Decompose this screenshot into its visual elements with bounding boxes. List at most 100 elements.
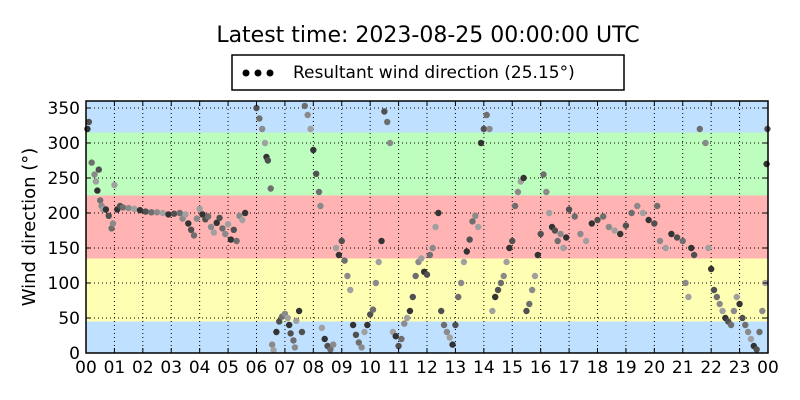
data-point bbox=[742, 321, 749, 329]
data-point bbox=[176, 209, 183, 217]
data-point bbox=[284, 314, 291, 322]
x-tick-label: 12 bbox=[416, 358, 438, 378]
x-tick-label: 08 bbox=[303, 358, 325, 378]
y-axis-label: Wind direction (°) bbox=[19, 148, 40, 307]
data-point bbox=[710, 286, 718, 294]
data-point bbox=[435, 209, 442, 217]
data-point bbox=[563, 234, 570, 241]
x-tick-label: 22 bbox=[700, 358, 722, 378]
data-point bbox=[142, 208, 149, 215]
data-point bbox=[713, 293, 721, 301]
legend-marker-2 bbox=[254, 69, 262, 77]
data-point bbox=[253, 104, 260, 112]
data-point bbox=[125, 204, 132, 212]
x-tick-label: 19 bbox=[615, 358, 637, 378]
x-tick-label: 07 bbox=[274, 358, 296, 378]
data-point bbox=[384, 118, 391, 126]
data-point bbox=[136, 207, 144, 214]
data-point bbox=[747, 335, 755, 343]
data-point bbox=[551, 227, 559, 234]
data-point bbox=[335, 251, 343, 259]
x-tick-label: 00 bbox=[757, 358, 779, 378]
data-point bbox=[233, 237, 240, 245]
data-point bbox=[261, 139, 269, 147]
data-point bbox=[617, 230, 624, 238]
data-point bbox=[317, 202, 324, 210]
data-point bbox=[204, 213, 212, 220]
data-point bbox=[543, 188, 550, 196]
data-point bbox=[639, 209, 647, 217]
data-point bbox=[523, 307, 530, 315]
data-point bbox=[489, 307, 496, 315]
data-point bbox=[213, 219, 220, 226]
data-point bbox=[321, 335, 328, 343]
data-point bbox=[349, 321, 357, 329]
data-point bbox=[702, 139, 709, 147]
data-point bbox=[744, 328, 752, 336]
data-point bbox=[727, 321, 735, 329]
data-point bbox=[528, 286, 536, 294]
data-point bbox=[662, 244, 669, 252]
x-tick-label: 06 bbox=[246, 358, 268, 378]
data-point bbox=[301, 102, 309, 110]
data-point bbox=[622, 222, 630, 229]
data-point bbox=[210, 229, 218, 236]
data-point bbox=[477, 139, 485, 147]
data-point bbox=[452, 321, 459, 329]
data-point bbox=[682, 279, 689, 287]
data-point bbox=[392, 333, 399, 340]
grid-lines bbox=[86, 101, 768, 353]
data-point bbox=[276, 318, 283, 325]
data-point bbox=[165, 211, 172, 218]
data-point bbox=[432, 223, 439, 231]
data-point bbox=[469, 218, 476, 225]
data-point bbox=[111, 181, 118, 189]
data-point bbox=[241, 209, 249, 217]
data-point bbox=[645, 216, 652, 224]
data-point bbox=[506, 244, 513, 252]
data-point bbox=[358, 344, 365, 351]
data-point bbox=[268, 341, 276, 348]
data-point bbox=[707, 265, 715, 273]
data-point bbox=[290, 337, 297, 344]
data-point bbox=[295, 307, 303, 315]
data-point bbox=[440, 321, 448, 329]
legend-marker-1 bbox=[242, 69, 250, 77]
data-point bbox=[611, 227, 618, 234]
data-point bbox=[500, 272, 507, 280]
data-point bbox=[571, 213, 578, 220]
data-point bbox=[455, 293, 462, 301]
data-point bbox=[739, 314, 746, 322]
data-point bbox=[375, 258, 382, 266]
data-point bbox=[557, 230, 564, 238]
data-point bbox=[187, 226, 195, 233]
y-tick-label: 300 bbox=[48, 134, 80, 154]
data-point bbox=[406, 307, 414, 315]
data-point bbox=[291, 344, 299, 351]
data-point bbox=[109, 220, 117, 227]
data-point bbox=[398, 335, 405, 343]
data-point bbox=[108, 225, 115, 232]
data-point bbox=[352, 331, 360, 338]
data-point bbox=[330, 341, 337, 348]
legend: Resultant wind direction (25.15°) bbox=[231, 54, 625, 91]
data-point bbox=[224, 221, 232, 228]
data-point bbox=[537, 230, 544, 238]
data-point bbox=[656, 237, 664, 245]
x-tick-label: 00 bbox=[75, 358, 97, 378]
data-point bbox=[418, 255, 425, 262]
data-point bbox=[91, 171, 98, 178]
data-point bbox=[207, 223, 215, 231]
data-point bbox=[705, 244, 712, 252]
y-axis-ticks: 0 50 100 150 200 250 300 350 bbox=[48, 99, 768, 364]
data-point bbox=[736, 300, 743, 308]
data-point bbox=[688, 244, 695, 252]
data-point bbox=[196, 205, 203, 212]
data-point bbox=[653, 202, 661, 210]
data-point bbox=[310, 146, 317, 154]
data-point bbox=[222, 230, 229, 238]
data-point bbox=[285, 321, 293, 329]
x-tick-label: 15 bbox=[501, 358, 523, 378]
data-point bbox=[239, 216, 246, 224]
